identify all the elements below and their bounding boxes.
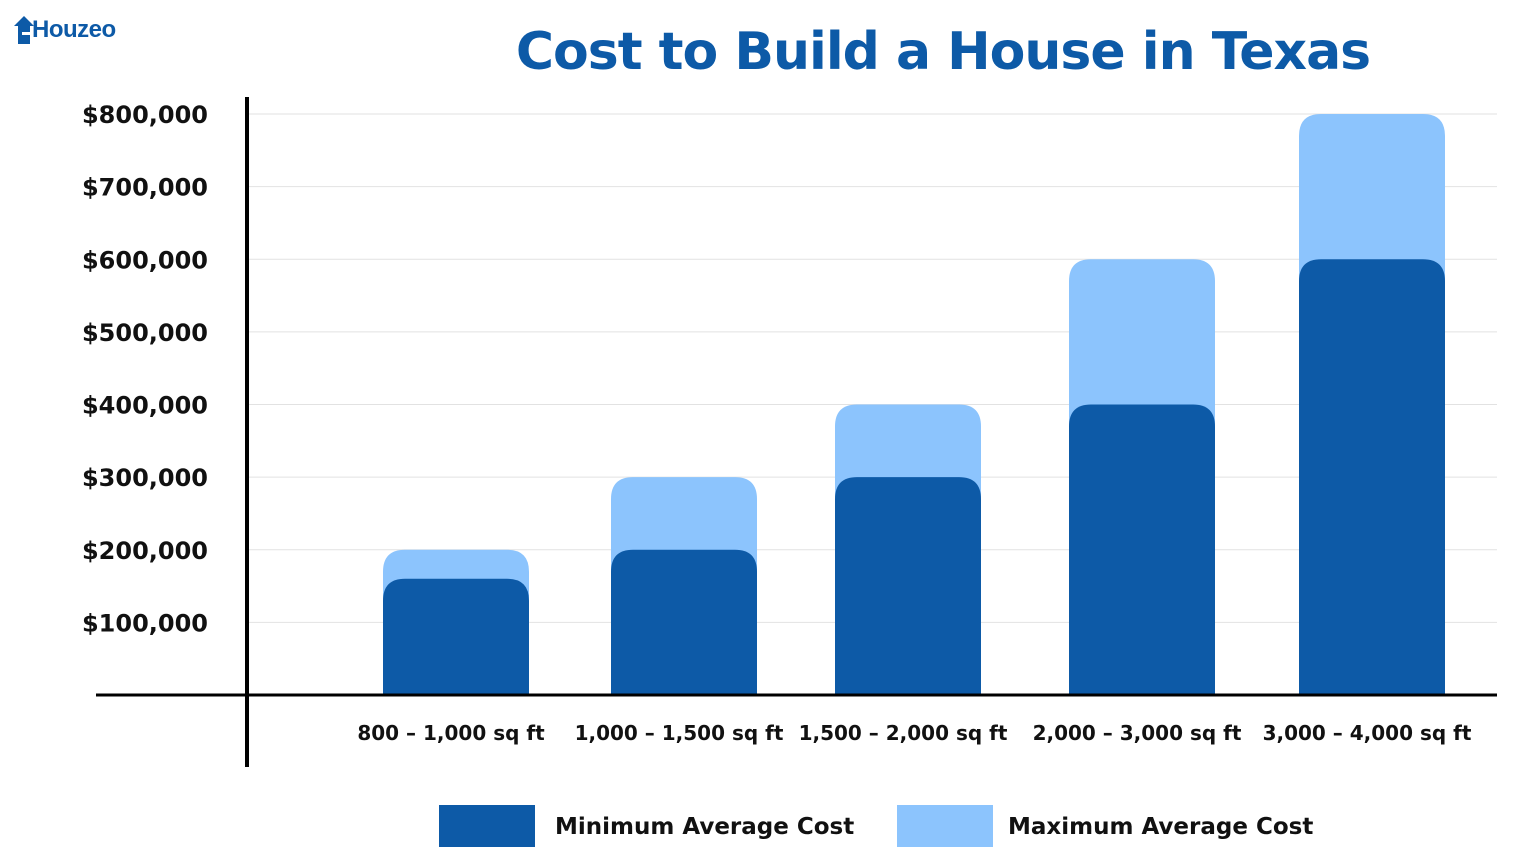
bar-minimum [383,578,529,695]
y-tick-label: $600,000 [82,246,208,274]
bar-minimum [611,549,757,695]
y-tick-label: $500,000 [82,319,208,347]
logo-text: Houzeo [32,16,116,43]
legend-label-minimum: Minimum Average Cost [555,814,854,840]
bar-minimum [1299,259,1445,695]
y-tick-label: $300,000 [82,464,208,492]
x-tick-label: 3,000 – 4,000 sq ft [1263,721,1472,745]
y-tick-label: $100,000 [82,609,208,637]
x-tick-label: 2,000 – 3,000 sq ft [1033,721,1242,745]
legend-swatch-minimum [439,805,535,847]
bar-minimum [835,477,981,695]
houzeo-logo: Houzeo [14,14,116,44]
chart-title: Cost to Build a House in Texas [515,22,1371,82]
bar-minimum [1069,404,1215,695]
y-tick-label: $700,000 [82,174,208,202]
house-icon [14,16,34,44]
legend-swatch-maximum [897,805,993,847]
y-tick-label: $800,000 [82,101,208,129]
x-tick-label: 1,500 – 2,000 sq ft [799,721,1008,745]
x-tick-label: 1,000 – 1,500 sq ft [575,721,784,745]
legend-label-maximum: Maximum Average Cost [1008,814,1313,840]
y-tick-label: $400,000 [82,392,208,420]
y-tick-label: $200,000 [82,537,208,565]
x-tick-label: 800 – 1,000 sq ft [357,721,545,745]
